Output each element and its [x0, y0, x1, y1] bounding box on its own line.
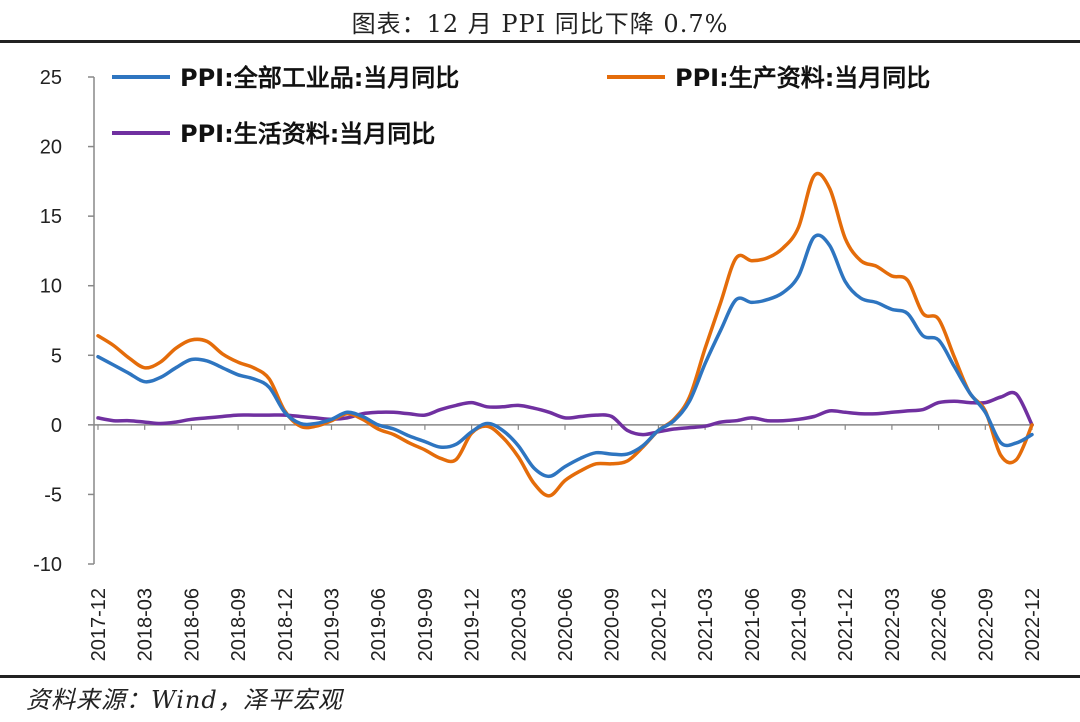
x-tick-label: 2019-06 — [368, 588, 390, 661]
x-tick-label: 2019-12 — [462, 588, 484, 661]
y-tick-label: 0 — [51, 415, 62, 437]
y-tick-label: -10 — [33, 554, 62, 576]
series-line-all-industrial — [96, 233, 1034, 479]
x-tick-label: 2021-06 — [742, 588, 764, 661]
x-tick-label: 2022-12 — [1022, 588, 1044, 661]
x-tick-label: 2018-03 — [135, 588, 157, 661]
legend-item-consumer-goods: PPI:生活资料:当月同比 — [112, 120, 435, 148]
bottom-rule — [0, 675, 1080, 678]
y-tick-label: -5 — [44, 484, 62, 506]
y-tick-label: 5 — [51, 345, 62, 367]
legend-item-all-industrial: PPI:全部工业品:当月同比 — [112, 64, 459, 92]
y-tick-label: 10 — [40, 276, 62, 298]
x-tick-label: 2018-06 — [181, 588, 203, 661]
x-tick-label: 2022-09 — [975, 588, 997, 661]
x-tick-label: 2022-06 — [929, 588, 951, 661]
series-lines — [96, 171, 1034, 498]
y-tick-label: 15 — [40, 206, 62, 228]
x-tick-label: 2020-06 — [555, 588, 577, 661]
x-tick-label: 2021-09 — [789, 588, 811, 661]
axes: 25 20 15 10 5 0 -5 -10 2017-12 2018-03 2018-06 2018… — [33, 67, 1044, 661]
x-tick-label: 2022-03 — [882, 588, 904, 661]
x-tick-label: 2017-12 — [88, 588, 110, 661]
series-line-production-materials — [96, 171, 1034, 498]
x-tick-label: 2020-09 — [602, 588, 624, 661]
source-note: 资料来源：Wind，泽平宏观 — [26, 686, 343, 714]
legend: PPI:全部工业品:当月同比 PPI:生产资料:当月同比 PPI:生活资料:当月同比 — [112, 64, 930, 148]
x-tick-label: 2018-09 — [228, 588, 250, 661]
legend-label: PPI:生活资料:当月同比 — [180, 120, 435, 148]
series-line-consumer-goods — [96, 390, 1034, 437]
legend-label: PPI:全部工业品:当月同比 — [180, 64, 459, 92]
y-tick-label: 20 — [40, 137, 62, 159]
x-tick-label: 2018-12 — [275, 588, 297, 661]
x-tick-label: 2019-03 — [322, 588, 344, 661]
x-tick-label: 2019-09 — [415, 588, 437, 661]
top-rule — [0, 40, 1080, 43]
x-tick-label: 2021-03 — [695, 588, 717, 661]
y-tick-label: 25 — [40, 67, 62, 89]
x-tick-label: 2021-12 — [835, 588, 857, 661]
chart-title: 图表：12 月 PPI 同比下降 0.7% — [351, 10, 729, 38]
x-tick-label: 2020-12 — [648, 588, 670, 661]
legend-label: PPI:生产资料:当月同比 — [675, 64, 930, 92]
x-tick-label: 2020-03 — [508, 588, 530, 661]
legend-item-production-materials: PPI:生产资料:当月同比 — [607, 64, 930, 92]
